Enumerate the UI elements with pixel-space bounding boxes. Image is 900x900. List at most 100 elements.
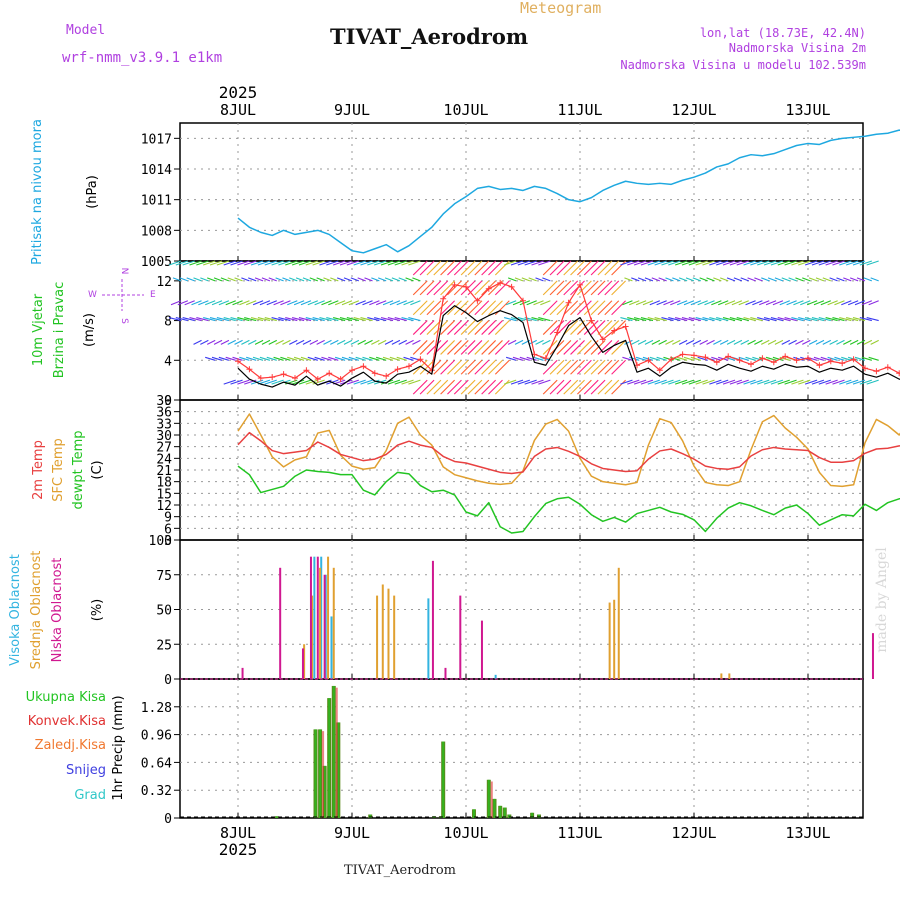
wind-barb xyxy=(216,317,230,322)
srednja-bar xyxy=(387,588,390,679)
wind-barb xyxy=(419,300,435,316)
wind-barb xyxy=(353,379,366,385)
wind-barb xyxy=(332,260,346,266)
wind-barb xyxy=(798,379,811,385)
wind-barb xyxy=(811,260,825,266)
wind-barb xyxy=(287,356,298,361)
grad-label: Grad xyxy=(74,788,106,803)
wind-barb xyxy=(419,359,435,375)
wind-barb xyxy=(818,317,831,322)
wind-barb xyxy=(570,300,585,316)
ytick-label-temp: 18 xyxy=(156,476,172,491)
wind-barb xyxy=(394,260,407,266)
wind-barb xyxy=(426,379,442,395)
wind-barb xyxy=(189,317,202,322)
wind-barb xyxy=(538,379,551,385)
wind-barb xyxy=(709,260,722,266)
wind-barb xyxy=(510,260,524,266)
wind-barb xyxy=(861,300,873,306)
wind-barb xyxy=(542,300,558,316)
wind-barb xyxy=(570,260,585,276)
wind-barb xyxy=(627,379,640,385)
wind-barb xyxy=(856,277,866,282)
wind-barb xyxy=(549,300,565,316)
wind-barb xyxy=(719,339,729,345)
wind-barb xyxy=(287,300,298,306)
wind-barb xyxy=(447,280,462,296)
wind-barb xyxy=(326,317,339,322)
wind-barb xyxy=(841,356,852,361)
wind-barb xyxy=(535,277,544,282)
wind-barb xyxy=(346,379,360,385)
wind-barb xyxy=(629,356,640,361)
wind-barb xyxy=(196,317,209,322)
wind-barb xyxy=(642,300,654,306)
wind-barb xyxy=(367,317,380,322)
wind-barb xyxy=(426,280,442,296)
wind-barb xyxy=(504,317,517,322)
wind-barb xyxy=(271,379,284,385)
wind-barb xyxy=(859,317,872,322)
wind-barb xyxy=(676,300,688,306)
wind-barb xyxy=(453,280,469,296)
wind-barb xyxy=(391,277,401,282)
wind-barb xyxy=(750,260,763,266)
wind-gust-marker xyxy=(782,353,789,360)
wind-barb xyxy=(376,356,387,361)
wind-barb xyxy=(654,260,667,266)
wind-barb xyxy=(339,260,353,266)
wind-barb xyxy=(804,317,818,322)
wind-barb xyxy=(289,339,298,345)
wind-barb xyxy=(250,317,264,322)
wind-barb xyxy=(802,339,811,345)
wind-barb xyxy=(795,339,804,345)
wind-barb xyxy=(681,260,695,266)
wind-barb xyxy=(611,280,626,296)
wind-barb xyxy=(736,317,749,322)
wind-barb xyxy=(866,260,879,266)
wind-barb xyxy=(494,379,510,395)
wind-barb xyxy=(391,339,401,345)
wind-gust-marker xyxy=(679,351,686,358)
srednja-bar xyxy=(376,595,379,679)
wind-gust-marker xyxy=(656,367,663,374)
wind-barb xyxy=(494,280,510,296)
wind-barb xyxy=(836,277,845,282)
ytick-label-precip: 0.64 xyxy=(141,756,172,771)
wind-barb xyxy=(512,300,524,306)
wind-barb xyxy=(447,320,462,335)
wind-gust-marker xyxy=(371,370,378,377)
wind-barb xyxy=(849,339,859,345)
wind-barb xyxy=(377,339,387,345)
ukupna-bar-inner xyxy=(323,765,326,818)
wind-barb xyxy=(651,339,661,345)
ytick-label-temp: 9 xyxy=(164,511,172,526)
wind-barb xyxy=(410,300,421,306)
wind-barb xyxy=(433,260,449,276)
visoka-bar xyxy=(320,556,323,679)
wind-barb xyxy=(305,260,318,266)
wind-barb xyxy=(863,277,873,282)
wind-barb xyxy=(733,277,743,282)
ukupna-bar-inner xyxy=(332,685,335,818)
meteogram-label: Meteogram xyxy=(520,0,601,17)
wind-barb xyxy=(647,260,660,266)
wind-barb xyxy=(763,379,777,385)
wind-barb xyxy=(234,339,243,345)
wind-barb xyxy=(517,317,530,322)
wind-barb xyxy=(859,260,873,266)
ukupna-bar-inner xyxy=(503,807,506,818)
wind-barb xyxy=(519,300,531,306)
wind-barb xyxy=(827,356,838,361)
visoka-bar xyxy=(324,574,327,679)
wind-barb xyxy=(336,339,346,345)
wind-barb xyxy=(760,339,770,345)
wind-barb xyxy=(577,340,592,355)
srednja-label: Srednja Oblacnost xyxy=(29,551,44,670)
ytick-label-temp: 6 xyxy=(164,522,172,537)
wind-barb xyxy=(791,317,804,322)
wind-barb xyxy=(273,356,284,361)
wind-barb xyxy=(204,300,216,306)
wind-barb xyxy=(868,356,879,361)
